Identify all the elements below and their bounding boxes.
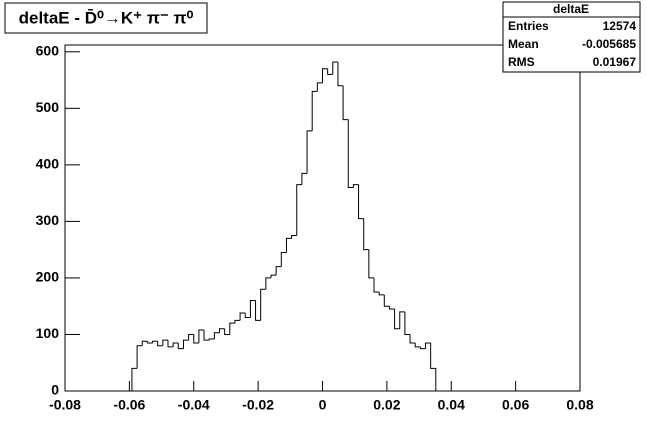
histogram-bin	[146, 341, 153, 344]
histogram-bin	[285, 237, 292, 253]
stats-value: -0.005685	[582, 37, 636, 51]
stats-box	[502, 1, 641, 73]
histogram-bin	[177, 342, 184, 350]
histogram-bin	[208, 338, 215, 341]
histogram-bin	[414, 342, 421, 348]
histogram-bin	[316, 82, 323, 92]
y-tick-label: 200	[36, 269, 60, 285]
histogram-bin	[332, 61, 338, 75]
histogram-bin	[291, 235, 297, 239]
histogram-bin	[383, 294, 390, 307]
histogram-bin	[306, 130, 313, 174]
x-tick-label: -0.02	[242, 397, 274, 413]
x-tick-label: 0.04	[438, 397, 465, 413]
y-tick-label: 400	[36, 156, 60, 172]
histogram-bin	[162, 339, 168, 346]
histogram-bin	[322, 68, 328, 83]
histogram-bin	[409, 334, 416, 344]
histogram-bin	[244, 312, 251, 319]
histogram-bin	[280, 251, 287, 267]
x-tick-label: 0.08	[566, 397, 593, 413]
histogram-bin	[363, 218, 369, 251]
histogram-bin	[167, 340, 174, 348]
histogram-bin	[182, 339, 189, 349]
histogram-bin	[327, 68, 333, 75]
histogram-bin	[275, 266, 282, 276]
histogram-bin	[404, 311, 411, 335]
histogram-bin	[270, 274, 277, 278]
y-tick-label: 0	[51, 382, 59, 398]
histogram-bin	[394, 309, 400, 330]
histogram-bin	[157, 341, 163, 347]
histogram-bin	[213, 332, 220, 339]
histogram-bin	[296, 184, 302, 236]
histogram-bin	[234, 319, 241, 324]
stats-label: Entries	[508, 19, 549, 33]
histogram-bin	[301, 172, 308, 185]
histogram-bin	[358, 184, 364, 220]
histogram-bin	[219, 328, 225, 333]
histogram-bin	[337, 61, 344, 87]
histogram-bin	[425, 342, 431, 349]
histogram-bin	[373, 277, 380, 293]
histogram-bin	[368, 249, 374, 279]
histogram-bin	[193, 334, 199, 344]
stats-label: RMS	[508, 55, 535, 69]
stats-name: deltaE	[553, 2, 589, 16]
histogram-bin	[249, 300, 256, 318]
histogram-bin	[198, 329, 205, 343]
stats-value: 0.01967	[593, 55, 637, 69]
histogram-bin	[265, 277, 271, 290]
histogram-bin	[188, 333, 194, 341]
x-tick-label: 0	[319, 397, 327, 413]
histogram-bin	[224, 328, 230, 335]
chart-title: deltaE - D̄⁰→K⁺ π⁻ π⁰	[19, 8, 194, 27]
title-box	[4, 2, 208, 34]
x-tick-label: 0.02	[373, 397, 400, 413]
histogram-bin	[203, 329, 210, 341]
histogram-bin	[419, 346, 426, 350]
histogram-bin	[172, 342, 179, 347]
histogram-bin	[260, 288, 266, 321]
x-tick-label: 0.06	[502, 397, 529, 413]
histogram-bin	[388, 306, 395, 310]
y-tick-label: 100	[36, 325, 60, 341]
stats-value: 12574	[603, 19, 637, 33]
histogram-bin	[352, 184, 359, 188]
y-tick-label: 600	[36, 42, 60, 58]
histogram-bin	[136, 345, 143, 369]
histogram-bin	[131, 367, 138, 391]
x-tick-label: -0.06	[113, 397, 145, 413]
y-tick-label: 500	[36, 99, 60, 115]
histogram-bin	[229, 322, 235, 335]
stats-label: Mean	[508, 37, 539, 51]
histogram-bin	[255, 300, 261, 321]
histogram-bin	[141, 340, 148, 346]
histogram-bin	[239, 312, 246, 321]
x-tick-label: -0.04	[178, 397, 210, 413]
histogram-bin	[378, 292, 385, 296]
histogram-bin	[399, 311, 405, 329]
histogram-bin	[342, 85, 349, 121]
histogram-bin	[152, 340, 158, 343]
y-tick-label: 300	[36, 212, 60, 228]
histogram-bin	[311, 90, 318, 131]
x-tick-label: -0.08	[49, 397, 81, 413]
histogram-bin	[430, 342, 437, 391]
histogram-bin	[347, 119, 354, 188]
